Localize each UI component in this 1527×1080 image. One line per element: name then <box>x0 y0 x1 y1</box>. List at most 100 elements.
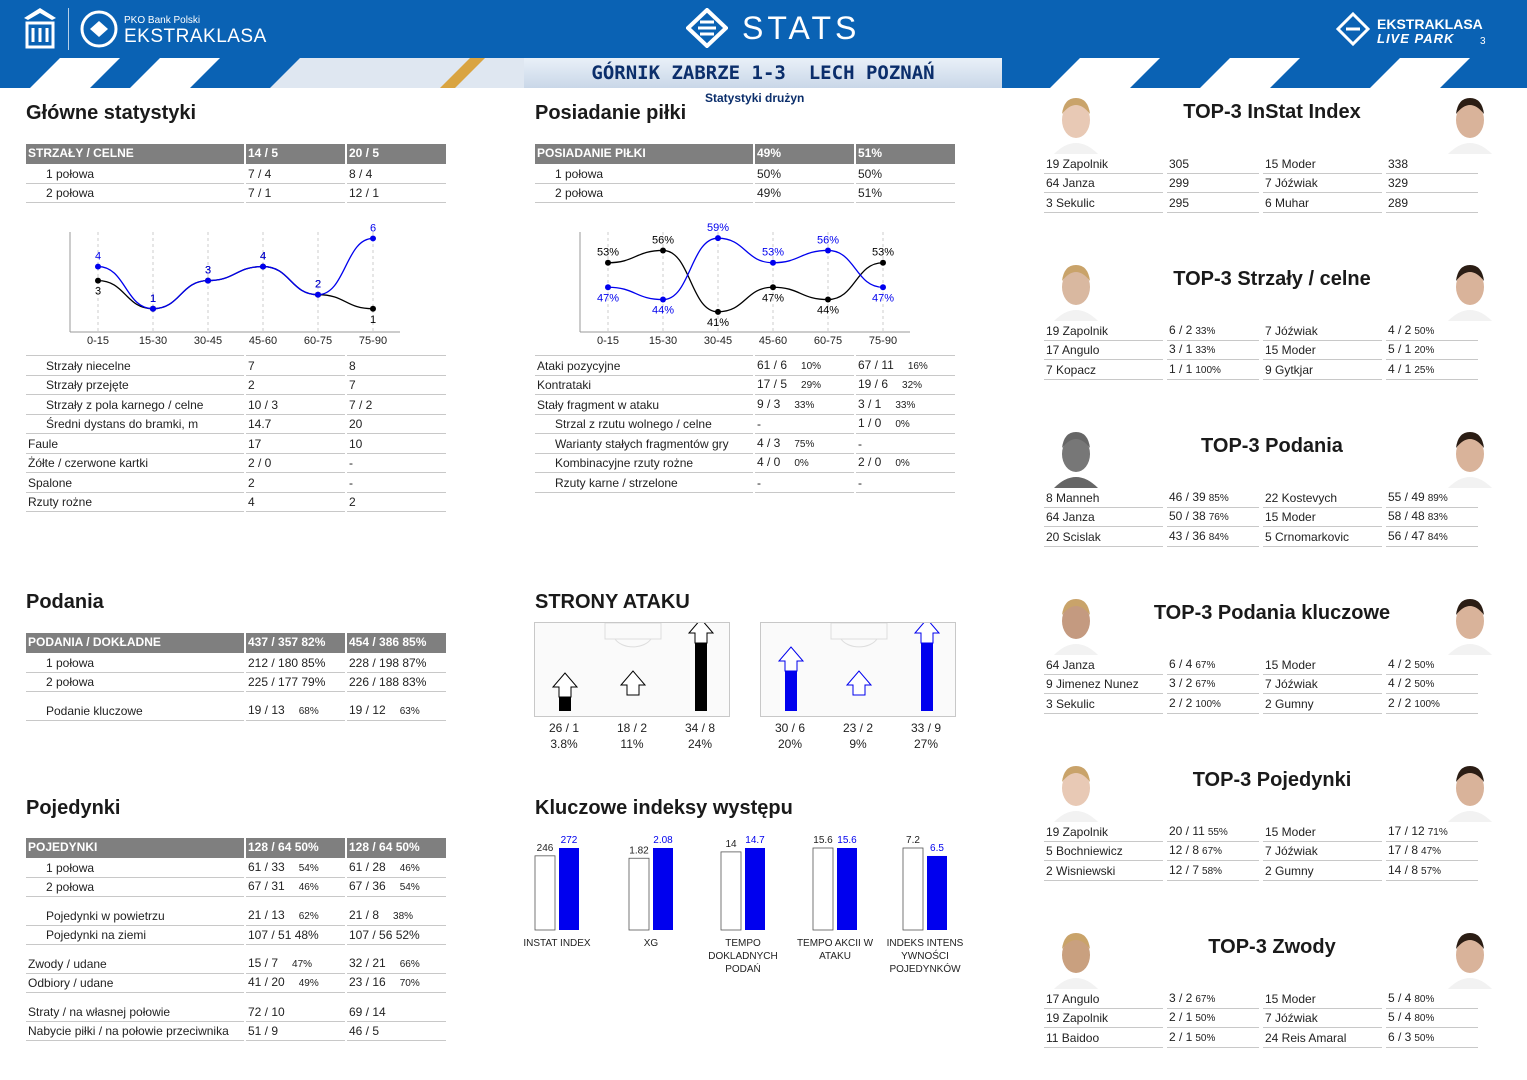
table-row: Stały fragment w ataku 9 / 3 33% 3 / 1 33% <box>535 395 955 415</box>
away-value: 67 / 36 54% <box>347 878 446 897</box>
percent: 10% <box>801 360 822 372</box>
data-label: 4 <box>260 251 266 263</box>
row-label: 2 połowa <box>26 673 244 692</box>
away-bar <box>837 848 857 930</box>
home-player: 64 Janza <box>1044 174 1163 193</box>
percent: 25% <box>1414 364 1435 376</box>
home-value: 21 / 13 62% <box>246 906 345 926</box>
data-label: 56% <box>652 234 674 246</box>
kpi-title: Kluczowe indeksy występu <box>535 797 793 819</box>
percent: 50% <box>1195 1013 1216 1024</box>
percent: 100% <box>1195 364 1221 376</box>
away-player-value: 55 / 49 89% <box>1386 488 1478 508</box>
table-row: Nabycie piłki / na połowie przeciwnika 51… <box>26 1022 446 1041</box>
possession-title: Posiadanie piłki <box>535 102 687 124</box>
home-value: 7 <box>246 356 345 376</box>
data-point <box>660 247 666 254</box>
header-row: POSIADANIE PIŁKI 49% 51% <box>535 144 955 164</box>
away-player: 15 Moder <box>1263 822 1382 842</box>
percent: 67% <box>1195 993 1216 1005</box>
percent: 0% <box>895 419 910 430</box>
pitch-lines <box>604 622 662 648</box>
percent: 33% <box>1195 345 1216 356</box>
top3-title: TOP-3 Pojedynki <box>1192 769 1352 791</box>
home-player-value: 6 / 2 33% <box>1167 321 1259 341</box>
away-value: 7 <box>347 376 446 395</box>
header-separator <box>68 8 69 50</box>
percent: 84% <box>1208 531 1229 543</box>
top3-table: 19 Zapolnik 305 15 Moder 338 64 Janza 299 7 Jó… <box>1040 154 1482 213</box>
data-point <box>205 277 211 284</box>
away-value: 32 / 21 66% <box>347 954 446 974</box>
home-player: 8 Manneh <box>1044 488 1163 508</box>
percent: 66% <box>399 958 420 970</box>
home-player-value: 6 / 4 67% <box>1167 655 1259 675</box>
percent: 47% <box>1421 846 1442 857</box>
away-player: 5 Crnomarkovic <box>1263 527 1382 547</box>
row-label: Kombinacyjne rzuty rożne <box>535 454 753 473</box>
home-value: 17 / 5 29% <box>755 376 854 395</box>
away-player: 7 Jóźwiak <box>1263 321 1382 341</box>
away-value: - <box>347 454 446 473</box>
away-player-value: 329 <box>1386 174 1478 193</box>
row-label: 1 połowa <box>26 653 244 673</box>
away-value: 50% <box>856 164 955 184</box>
left-player-photo-icon <box>1050 426 1102 488</box>
table-row: 1 połowa 61 / 33 54% 61 / 28 46% <box>26 858 446 878</box>
top3-table: 64 Janza 6 / 4 67% 15 Moder 4 / 2 50% 9 Jimene… <box>1040 655 1482 714</box>
live-park-label-1: EKSTRAKLASA <box>1377 16 1483 32</box>
attack-bar-3 <box>687 623 715 711</box>
data-label: 47% <box>597 292 619 304</box>
away-player: 15 Moder <box>1263 655 1382 675</box>
table-row: Odbiory / udane 41 / 20 49% 23 / 16 70% <box>26 974 446 993</box>
home-header: 14 / 5 <box>246 144 345 164</box>
data-label: 1 <box>150 293 156 305</box>
left-player-photo-icon <box>1050 92 1102 154</box>
data-point <box>95 277 101 284</box>
header-label: STRZAŁY / CELNE <box>26 144 244 164</box>
percent: 71% <box>1427 826 1448 838</box>
home-player-value: 12 / 7 58% <box>1167 861 1259 881</box>
percent: 100% <box>1414 698 1440 710</box>
percent: 50% <box>1414 325 1435 337</box>
main-stats-title: Główne statystyki <box>26 102 197 124</box>
data-label: 1 <box>150 293 156 305</box>
data-label: 59% <box>707 222 729 234</box>
percent: 58% <box>1202 865 1223 877</box>
home-value-label: 14 <box>725 839 737 850</box>
away-value-label: 14.7 <box>745 835 765 846</box>
right-player-photo-icon <box>1444 92 1496 154</box>
tick-label: 45-60 <box>759 335 787 347</box>
data-point <box>660 296 666 303</box>
tick-label: 45-60 <box>249 335 277 347</box>
percent: 68% <box>298 705 319 717</box>
percent: 49% <box>298 978 319 989</box>
percent: 67% <box>1202 846 1223 857</box>
tick-label: 30-45 <box>704 335 732 347</box>
spacer-row <box>26 897 446 906</box>
away-player-value: 4 / 1 25% <box>1386 360 1478 380</box>
attack-bar-1 <box>777 646 805 711</box>
home-value: 9 / 3 33% <box>755 395 854 415</box>
table-row: Strzały przejęte 2 7 <box>26 376 446 395</box>
home-value: 2 / 0 <box>246 454 345 473</box>
away-value: 23 / 16 70% <box>347 974 446 993</box>
away-player-value: 56 / 47 84% <box>1386 527 1478 547</box>
home-player: 19 Zapolnik <box>1044 321 1163 341</box>
home-value: 10 / 3 <box>246 395 345 415</box>
kpi-bar-chart: 246 272 1.82 2.08 14 14.7 15.6 15.6 7.2 6.5 <box>534 835 947 931</box>
table-row: Pojedynki w powietrzu 21 / 13 62% 21 / 8 38% <box>26 906 446 926</box>
home-value: 107 / 51 48% <box>246 926 345 945</box>
row-label: 1 połowa <box>26 858 244 878</box>
tick-label: 30-45 <box>194 335 222 347</box>
shots-line-chart: 0-15 15-30 30-45 45-60 60-75 75-9031342141342… <box>69 222 400 347</box>
top3-row: 8 Manneh 46 / 39 85% 22 Kostevych 55 / 49 89% <box>1044 488 1478 508</box>
top3-row: 64 Janza 50 / 38 76% 15 Moder 58 / 48 83% <box>1044 508 1478 527</box>
home-value: 212 / 180 85% <box>246 653 345 673</box>
header-bar: PKO Bank Polski EKSTRAKLASA STATS EKSTRA… <box>0 0 1527 58</box>
percent: 63% <box>399 705 420 717</box>
data-label: 2 <box>315 279 321 291</box>
away-bar <box>927 855 947 930</box>
percent: 33% <box>794 399 815 411</box>
